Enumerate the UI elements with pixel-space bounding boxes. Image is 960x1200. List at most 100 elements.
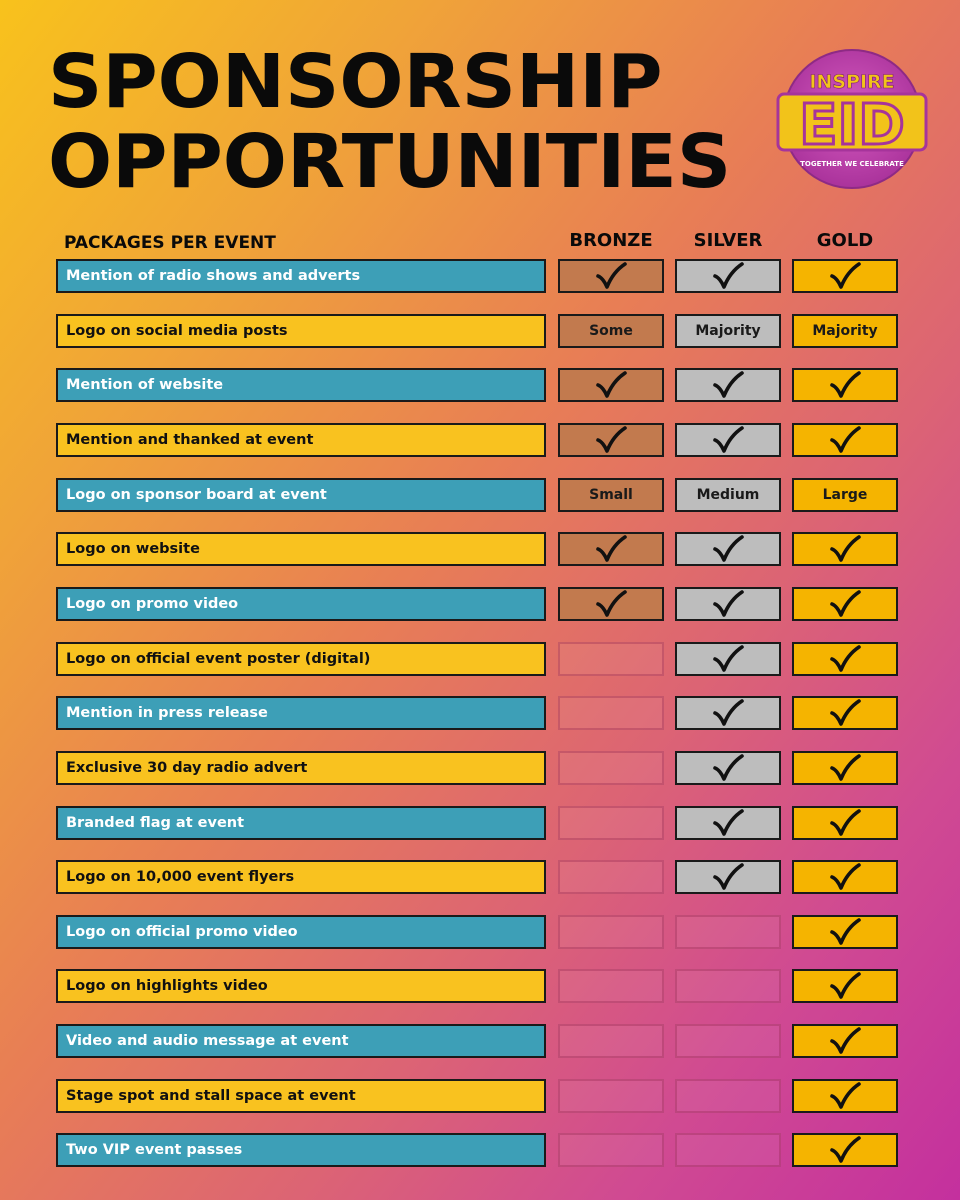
svg-text:INSPIRE: INSPIRE [809, 71, 894, 93]
check-icon [713, 699, 744, 726]
silver-cell [675, 969, 781, 1004]
check-icon [830, 917, 861, 945]
bronze-cell [558, 805, 664, 840]
bronze-cell [558, 641, 664, 676]
check-icon [830, 1136, 861, 1164]
gold-cell [792, 1024, 898, 1059]
feature-label: Mention and thanked at event [56, 422, 546, 457]
check-icon [713, 644, 744, 672]
feature-label: Logo on website [56, 532, 546, 567]
check-icon [830, 262, 861, 289]
feature-label: Mention of radio shows and adverts [56, 259, 546, 293]
gold-cell [792, 860, 898, 895]
feature-label: Logo on sponsor board at event [56, 477, 546, 512]
gold-cell [792, 532, 898, 567]
bronze-cell-value: Some [589, 322, 633, 339]
bronze-cell [558, 969, 664, 1004]
feature-label: Exclusive 30 day radio advert [56, 750, 546, 785]
silver-cell-value: Majority [695, 322, 761, 339]
check-icon [713, 808, 744, 836]
check-icon [596, 426, 627, 453]
svg-text:EID: EID [799, 93, 905, 158]
silver-cell: Majority [675, 313, 781, 348]
check-icon [713, 262, 744, 289]
check-icon [830, 863, 861, 890]
silver-cell-value: Medium [696, 486, 760, 503]
silver-cell [675, 750, 781, 785]
check-icon [830, 1027, 861, 1054]
silver-cell [675, 805, 781, 840]
feature-label: Mention of website [56, 368, 546, 403]
silver-cell [675, 368, 781, 403]
feature-label: Mention in press release [56, 696, 546, 731]
check-icon [596, 262, 627, 289]
gold-cell: Large [792, 477, 898, 512]
feature-label: Logo on social media posts [56, 313, 546, 348]
bronze-cell [558, 532, 664, 567]
silver-cell [675, 1133, 781, 1168]
bronze-cell: Small [558, 477, 664, 512]
silver-cell [675, 641, 781, 676]
svg-text:TOGETHER WE CELEBRATE: TOGETHER WE CELEBRATE [800, 160, 904, 168]
check-icon [830, 808, 861, 836]
inspire-eid-logo: INSPIRE EID TOGETHER WE CELEBRATE [776, 48, 928, 190]
gold-cell [792, 805, 898, 840]
bronze-cell [558, 1078, 664, 1113]
silver-cell [675, 1078, 781, 1113]
feature-label: Video and audio message at event [56, 1024, 546, 1059]
bronze-cell [558, 259, 664, 293]
check-icon [830, 1081, 861, 1109]
packages-per-event-label: PACKAGES PER EVENT [64, 233, 276, 253]
check-icon [713, 371, 744, 399]
bronze-cell [558, 1024, 664, 1059]
silver-cell [675, 259, 781, 293]
silver-cell [675, 422, 781, 457]
check-icon [830, 535, 861, 563]
bronze-cell [558, 860, 664, 895]
silver-cell [675, 1024, 781, 1059]
gold-cell [792, 750, 898, 785]
silver-cell [675, 696, 781, 731]
feature-label: Logo on 10,000 event flyers [56, 860, 546, 895]
tier-header-bronze: BRONZE [569, 230, 653, 251]
silver-cell [675, 532, 781, 567]
check-icon [596, 371, 627, 399]
gold-cell [792, 422, 898, 457]
feature-label: Logo on highlights video [56, 969, 546, 1004]
check-icon [713, 426, 744, 453]
check-icon [830, 972, 861, 1000]
tier-header-silver: SILVER [693, 230, 763, 251]
silver-cell: Medium [675, 477, 781, 512]
feature-label: Branded flag at event [56, 805, 546, 840]
feature-label: Stage spot and stall space at event [56, 1078, 546, 1113]
bronze-cell [558, 586, 664, 621]
bronze-cell: Some [558, 313, 664, 348]
bronze-cell [558, 422, 664, 457]
bronze-cell [558, 750, 664, 785]
gold-cell [792, 586, 898, 621]
feature-label: Logo on official promo video [56, 914, 546, 949]
check-icon [830, 644, 861, 672]
bronze-cell [558, 914, 664, 949]
check-icon [596, 590, 627, 617]
feature-label: Logo on promo video [56, 586, 546, 621]
tier-header-gold: GOLD [816, 230, 874, 251]
check-icon [830, 371, 861, 399]
bronze-cell [558, 368, 664, 403]
gold-cell [792, 368, 898, 403]
check-icon [713, 535, 744, 563]
gold-cell [792, 914, 898, 949]
bronze-cell [558, 1133, 664, 1168]
feature-label: Two VIP event passes [56, 1133, 546, 1168]
gold-cell-value: Large [822, 486, 868, 503]
check-icon [596, 535, 627, 563]
title-line-1: SPONSORSHIP [48, 39, 663, 125]
bronze-cell [558, 696, 664, 731]
gold-cell [792, 1133, 898, 1168]
page-title: SPONSORSHIP OPPORTUNITIES [48, 42, 731, 202]
check-icon [713, 754, 744, 781]
gold-cell [792, 969, 898, 1004]
check-icon [830, 426, 861, 453]
gold-cell: Majority [792, 313, 898, 348]
silver-cell [675, 914, 781, 949]
